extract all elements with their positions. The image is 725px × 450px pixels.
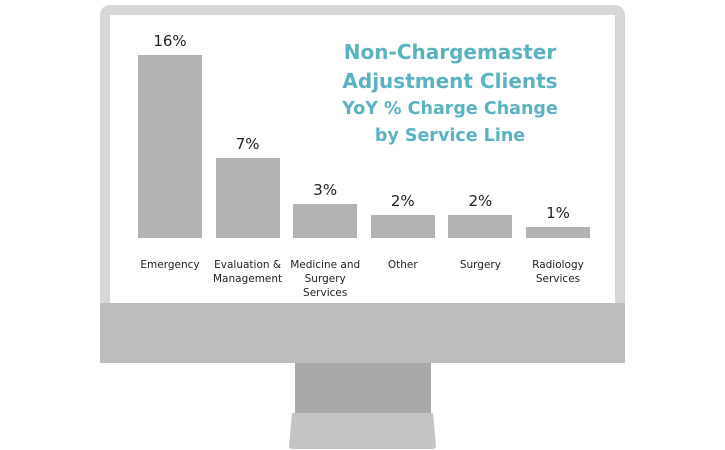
value-label: 2% bbox=[468, 192, 493, 211]
bar bbox=[370, 215, 435, 238]
monitor-chin bbox=[100, 303, 625, 363]
bar bbox=[526, 226, 590, 238]
value-label: 2% bbox=[390, 192, 415, 211]
x-tick-label: Other bbox=[387, 259, 418, 271]
value-label: 1% bbox=[546, 203, 570, 222]
monitor-base bbox=[289, 413, 436, 449]
value-label: 16% bbox=[153, 31, 187, 50]
x-tick-label: Evaluation & Management bbox=[213, 259, 283, 285]
x-tick-label: Surgery bbox=[459, 259, 501, 271]
value-label: 7% bbox=[235, 134, 260, 153]
bar bbox=[215, 157, 280, 238]
chart-subtitle: YoY % Charge Change by Service Line bbox=[342, 99, 558, 146]
bar bbox=[293, 203, 358, 238]
x-tick-label: Emergency bbox=[140, 259, 200, 271]
monitor-neck bbox=[295, 363, 431, 413]
chart-title: Non-Chargemaster Adjustment Clients bbox=[342, 40, 558, 93]
x-tick-label: Medicine and Surgery Services bbox=[290, 259, 361, 299]
bar bbox=[138, 54, 202, 238]
bar bbox=[448, 215, 513, 238]
x-tick-label: Radiology Services bbox=[532, 259, 584, 285]
value-label: 3% bbox=[313, 180, 338, 199]
